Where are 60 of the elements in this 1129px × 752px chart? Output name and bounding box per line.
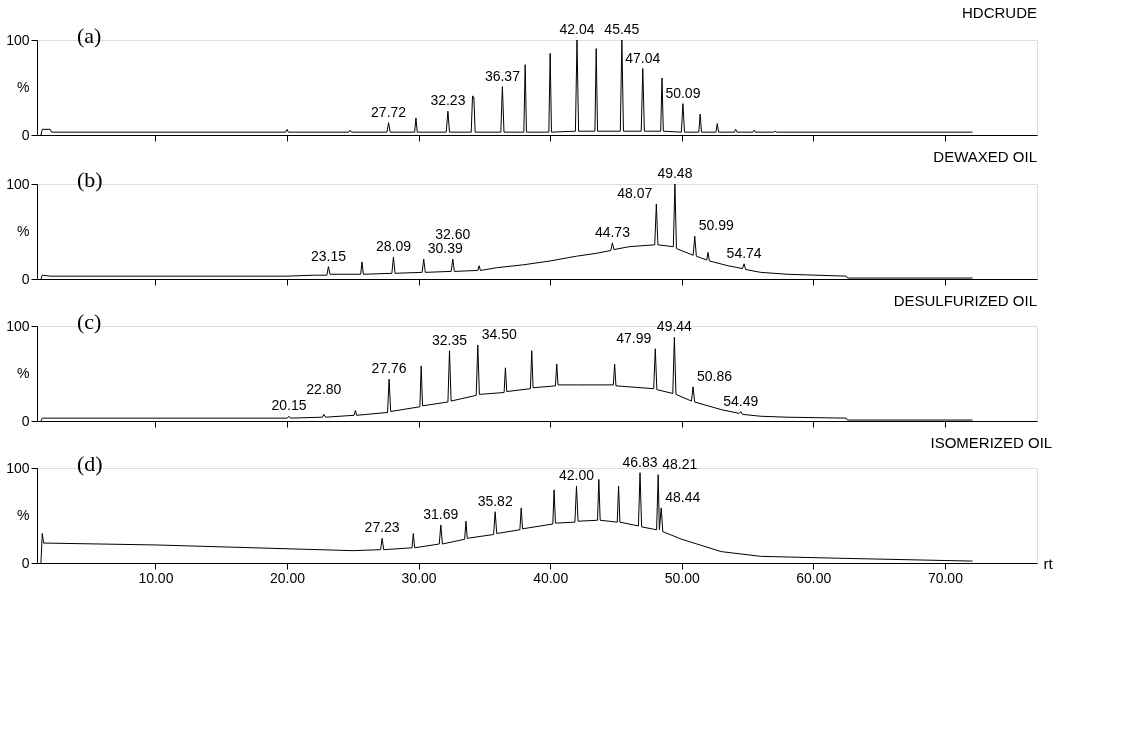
x-tick-label: 70.00	[927, 569, 964, 586]
y-tick-label: 0	[21, 554, 30, 571]
chart-title: ISOMERIZED OIL	[930, 434, 1053, 451]
annotation: (c)	[77, 309, 102, 334]
y-tick-label: 100	[6, 31, 30, 48]
annotation: 32.23	[430, 92, 466, 109]
annotation: 47.99	[616, 329, 652, 346]
chart-title: HDCRUDE	[962, 4, 1037, 21]
annotation: 36.37	[484, 67, 521, 84]
annotation: 35.82	[477, 492, 513, 509]
annotation: 54.74	[726, 244, 762, 261]
annotation: (b)	[77, 167, 103, 192]
y-axis-title: %	[17, 79, 30, 95]
x-tick-label: 10.00	[138, 569, 174, 586]
y-axis-title: %	[17, 507, 30, 523]
annotation: 47.04	[625, 49, 661, 66]
annotation: 22.80	[306, 381, 342, 398]
annotation: 23.15	[310, 247, 347, 264]
annotation: 42.00	[558, 467, 595, 484]
annotation: 50.99	[698, 217, 735, 234]
annotation: 50.86	[697, 367, 733, 384]
annotation: 27.23	[364, 519, 400, 536]
x-axis-title: rt	[1043, 554, 1054, 572]
annotation: 49.48	[657, 165, 693, 181]
annotation: 42.04	[559, 21, 595, 37]
annotation: 54.49	[723, 392, 759, 409]
annotation: 48.07	[617, 184, 653, 201]
y-tick-label: 100	[6, 175, 30, 192]
y-tick-label: 0	[21, 412, 30, 429]
y-axis-title: %	[17, 223, 30, 239]
annotation: 45.45	[604, 21, 640, 37]
annotation: 27.72	[371, 103, 407, 120]
annotation: 34.50	[481, 326, 518, 342]
annotation: 28.09	[375, 238, 412, 255]
annotation: 49.44	[656, 318, 693, 335]
x-tick-label: 20.00	[269, 569, 306, 586]
y-tick-label: 0	[21, 270, 30, 287]
annotation: 32.35	[431, 331, 468, 348]
annotation: 31.69	[423, 506, 459, 522]
annotation: 27.76	[371, 360, 407, 377]
annotation: 20.15	[271, 397, 307, 414]
y-tick-label: 0	[21, 126, 30, 143]
x-tick-label: 60.00	[796, 569, 832, 586]
chart-title: DESULFURIZED OIL	[893, 292, 1037, 309]
annotation: 46.83	[622, 453, 658, 470]
x-tick-label: 30.00	[401, 569, 437, 586]
y-tick-label: 100	[6, 459, 30, 476]
annotation: 32.60	[435, 226, 471, 243]
annotation: (d)	[77, 451, 103, 476]
annotation: 48.44	[665, 488, 701, 505]
annotation: 48.21	[662, 455, 698, 472]
x-tick-label: 40.00	[533, 569, 569, 586]
chart-title: DEWAXED OIL	[933, 148, 1037, 165]
y-tick-label: 100	[6, 317, 30, 334]
x-tick-label: 50.00	[664, 569, 700, 586]
annotation: 44.73	[594, 223, 631, 240]
annotation: 30.39	[427, 240, 463, 257]
y-axis-title: %	[17, 365, 30, 381]
annotation: (a)	[77, 23, 102, 48]
annotation: 50.09	[665, 84, 701, 101]
